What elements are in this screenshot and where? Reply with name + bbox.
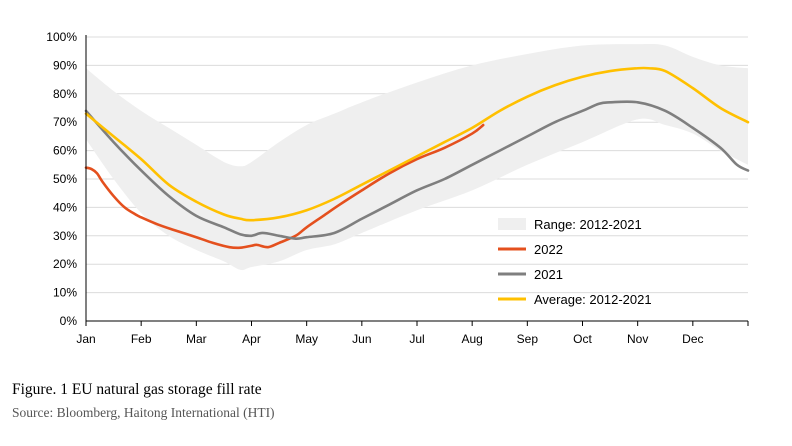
series-line-average-2012-2021 bbox=[84, 66, 750, 222]
x-tick-label: Aug bbox=[461, 332, 482, 346]
x-tick-label: Mar bbox=[186, 332, 207, 346]
legend-label: Range: 2012-2021 bbox=[534, 217, 642, 232]
series-layer bbox=[84, 66, 750, 250]
y-tick-label: 0% bbox=[60, 314, 78, 328]
x-tick-label: Nov bbox=[627, 332, 648, 346]
legend-label: 2022 bbox=[534, 242, 563, 257]
x-tick-label: Jun bbox=[352, 332, 371, 346]
figure-title: Figure. 1 EU natural gas storage fill ra… bbox=[12, 381, 262, 398]
legend-label: 2021 bbox=[534, 267, 563, 282]
y-tick-label: 10% bbox=[53, 286, 77, 300]
y-tick-label: 100% bbox=[46, 30, 77, 44]
y-tick-label: 50% bbox=[53, 172, 77, 186]
x-tick-label: Sep bbox=[517, 332, 539, 346]
x-tick-label: Dec bbox=[682, 332, 703, 346]
y-tick-label: 20% bbox=[53, 257, 77, 271]
x-tick-label: May bbox=[295, 332, 318, 346]
y-tick-label: 30% bbox=[53, 229, 77, 243]
fill-rate-chart: 0% 10% 20% 30% 40% 50% 60% 70% 80% 90% 100% Jan Feb M… bbox=[46, 30, 750, 346]
x-tick-label: Jul bbox=[409, 332, 424, 346]
series-line-2022 bbox=[84, 123, 485, 250]
axes: 0% 10% 20% 30% 40% 50% 60% 70% 80% 90% 100% Jan Feb M… bbox=[46, 30, 749, 346]
figure-source: Source: Bloomberg, Haitong International… bbox=[12, 405, 275, 420]
y-tick-label: 90% bbox=[53, 58, 77, 72]
y-tick-label: 60% bbox=[53, 144, 77, 158]
legend-label: Average: 2012-2021 bbox=[534, 292, 652, 307]
legend-swatch-range bbox=[498, 218, 526, 230]
x-tick-label: Feb bbox=[131, 332, 152, 346]
series-line-2021 bbox=[84, 100, 750, 240]
y-tick-label: 40% bbox=[53, 200, 77, 214]
x-tick-label: Apr bbox=[242, 332, 261, 346]
y-tick-label: 70% bbox=[53, 115, 77, 129]
legend: Range: 2012-2021 2022 2021 Average: 2012-20… bbox=[498, 217, 652, 307]
x-tick-label: Jan bbox=[76, 332, 95, 346]
x-tick-label: Oct bbox=[573, 332, 592, 346]
y-tick-label: 80% bbox=[53, 87, 77, 101]
